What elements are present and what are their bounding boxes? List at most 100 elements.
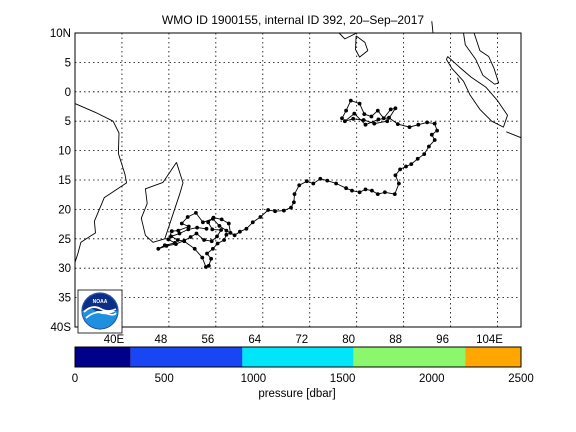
profile-point [177, 231, 182, 236]
profile-point [357, 190, 362, 195]
lat-tick-label: 5 [65, 57, 71, 69]
lat-tick-label: 5 [65, 116, 71, 128]
profile-point [369, 114, 374, 119]
lon-tick-label: 96 [436, 334, 449, 346]
float-trajectory [156, 98, 439, 269]
lat-tick-label: 20 [58, 204, 71, 216]
profile-point [435, 128, 439, 133]
profile-point [297, 183, 302, 188]
profile-point [325, 178, 330, 183]
profile-point [388, 107, 393, 112]
profile-point [204, 265, 208, 269]
profile-point [209, 256, 214, 261]
profile-point [392, 192, 397, 197]
profile-point [409, 162, 414, 167]
colorbar-segment [130, 347, 243, 367]
profile-point [222, 238, 227, 242]
profile-point [372, 121, 377, 126]
lat-tick-label: 35 [58, 293, 71, 305]
colorbar-tick-label: 2000 [419, 373, 445, 385]
profile-point [217, 224, 222, 228]
lon-tick-label: 104E [476, 334, 503, 346]
profile-point [238, 229, 242, 234]
colorbar-tick-label: 0 [72, 373, 78, 385]
profile-point [432, 138, 437, 142]
profile-point [425, 120, 429, 125]
coastline-india [338, 32, 357, 40]
figure-title: WMO ID 1900155, internal ID 392, 20–Sep–… [162, 13, 424, 27]
lat-tick-label: 25 [58, 234, 71, 246]
profile-point [194, 211, 198, 215]
colorbar-frame [74, 346, 522, 368]
lon-tick-label: 64 [248, 334, 261, 346]
profile-point [393, 173, 398, 178]
coastline-madagascar [140, 162, 184, 243]
profile-point [219, 217, 224, 222]
colorbar-tick-label: 1000 [241, 373, 267, 385]
colorbar-segment [75, 347, 131, 367]
latitude-tick-labels: 10N 5 0 5 10 15 20 25 30 35 40S [50, 28, 71, 334]
profile-point [209, 239, 214, 244]
profile-point [250, 220, 255, 225]
profile-point [201, 220, 205, 225]
lon-tick-label: 88 [389, 334, 402, 346]
colorbar-segment [242, 347, 354, 367]
profile-point [206, 263, 211, 268]
coastline-africa [74, 103, 128, 263]
profile-point [352, 111, 357, 116]
profile-point [385, 119, 390, 124]
profile-point [415, 156, 420, 161]
profile-point [232, 233, 237, 238]
profile-point [206, 220, 211, 225]
profile-point [292, 192, 297, 197]
profile-point [343, 119, 347, 124]
profile-point [204, 226, 209, 231]
profile-point [363, 187, 368, 192]
profile-point [194, 231, 199, 236]
profile-point [164, 244, 169, 248]
colorbar-tick-label: 2500 [508, 373, 534, 385]
noaa-logo-text: NOAA [93, 299, 108, 305]
profile-point [273, 209, 277, 214]
colorbar-segment [353, 347, 466, 367]
profile-point [211, 246, 215, 251]
colorbar-segments [75, 347, 521, 367]
profile-point [210, 227, 215, 232]
coastline-sumatra [446, 56, 508, 128]
lat-tick-label: 30 [58, 263, 71, 275]
coastline-andaman [431, 21, 434, 34]
profile-point [383, 190, 387, 195]
profile-point [427, 144, 431, 149]
profile-point [224, 228, 229, 233]
profile-point [344, 186, 348, 191]
profile-point [363, 122, 368, 127]
profile-point [370, 188, 374, 193]
profile-point [226, 221, 231, 226]
profile-point [304, 179, 309, 184]
longitude-tick-labels: 40E 48 56 64 72 80 88 96 104E [104, 334, 504, 346]
profile-point [334, 181, 338, 186]
profile-point [169, 229, 174, 234]
lat-tick-label: 40S [51, 322, 72, 334]
lat-tick-label: 10 [58, 146, 71, 158]
profile-point [318, 176, 323, 181]
profile-point [219, 228, 224, 232]
profile-point [376, 117, 381, 122]
lat-tick-label: 0 [65, 87, 71, 99]
profile-point [397, 181, 401, 186]
profile-point [432, 121, 437, 126]
profile-point [282, 208, 286, 213]
map-frame [75, 33, 521, 327]
profile-point [404, 164, 408, 169]
profile-point [422, 152, 427, 157]
lon-tick-label: 40E [104, 334, 125, 346]
profile-point [357, 101, 362, 106]
profile-point [215, 241, 220, 246]
profile-point [258, 215, 263, 219]
profile-point [340, 116, 344, 121]
profile-point [188, 235, 193, 239]
profile-point [182, 239, 187, 244]
profile-point [215, 234, 219, 239]
coastline-sumatra-islands [457, 77, 460, 84]
colorbar-tick-labels: 0 500 1000 1500 2000 2500 [72, 373, 534, 385]
